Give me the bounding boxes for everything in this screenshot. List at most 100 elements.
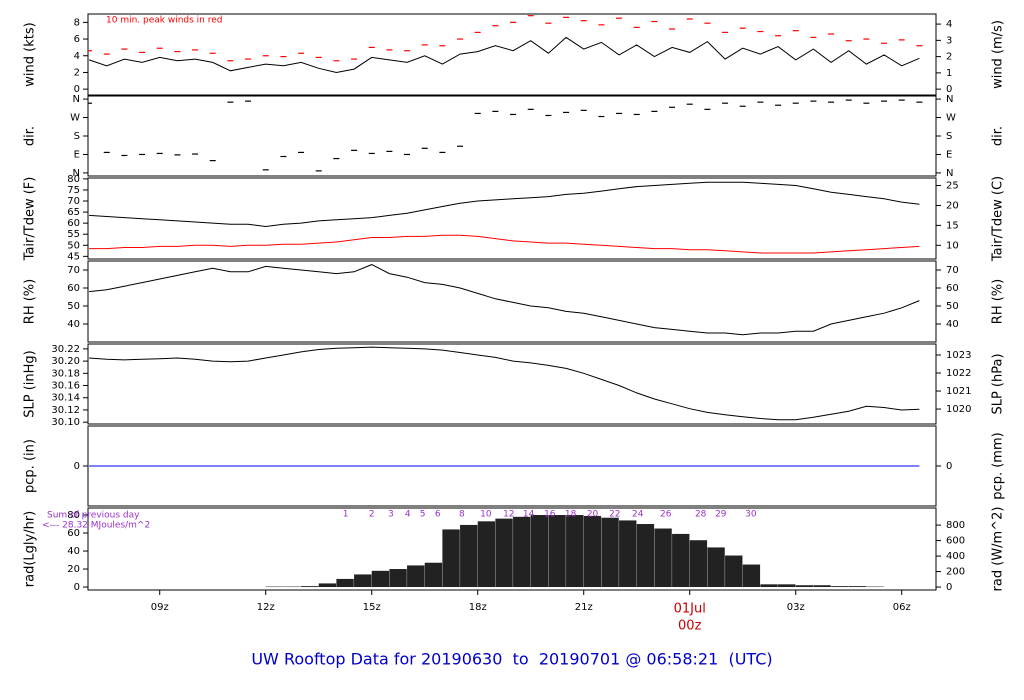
y-tick-label: 4: [74, 51, 80, 62]
y2-tick-label: 1020: [946, 404, 971, 415]
bar: [778, 584, 796, 588]
y2-axis-label: pcp. (mm): [991, 432, 1006, 499]
y-tick-label: N: [73, 94, 80, 105]
y-axis-label: rad(Lgly/hr): [23, 511, 38, 587]
panel-frame: [87, 177, 937, 260]
y-tick-label: 45: [67, 251, 80, 262]
y2-tick-label: 15: [946, 220, 959, 231]
y-axis-label: RH (%): [23, 279, 38, 324]
cumulative-label: 20: [587, 510, 599, 520]
y-tick-label: 30.18: [51, 368, 80, 379]
y-tick-label: 80: [67, 174, 80, 185]
bar: [707, 547, 725, 588]
x-date-label: 01Jul: [674, 602, 706, 617]
y-tick-label: W: [70, 113, 80, 124]
bar: [477, 521, 496, 588]
bar: [848, 586, 867, 588]
panel-frame: [87, 507, 937, 591]
x-tick-label: 09z: [151, 602, 169, 613]
y2-tick-label: 1023: [946, 350, 971, 361]
bar: [636, 524, 655, 588]
x-tick-label: 18z: [469, 602, 487, 613]
y2-axis-label: dir.: [991, 126, 1006, 146]
cumulative-label: 16: [544, 510, 556, 520]
y2-axis-label: wind (m/s): [991, 20, 1006, 89]
bar: [654, 528, 672, 588]
y-tick-label: E: [74, 149, 80, 160]
bar: [301, 586, 319, 588]
y2-tick-label: 200: [946, 567, 965, 578]
bar: [460, 524, 478, 588]
y2-tick-label: N: [946, 94, 953, 105]
cumulative-label: 12: [503, 510, 514, 520]
cumulative-label: 26: [660, 510, 672, 520]
y-tick-label: 40: [67, 319, 80, 330]
y2-tick-label: 20: [946, 200, 959, 211]
y2-tick-label: E: [946, 149, 952, 160]
y-tick-label: 20: [67, 564, 80, 575]
y2-tick-label: 400: [946, 551, 965, 562]
y2-tick-label: 1021: [946, 386, 971, 397]
y-tick-label: 0: [74, 582, 80, 593]
x-tick-label: 03z: [787, 602, 805, 613]
y-tick-label: 2: [74, 67, 80, 78]
bar: [424, 562, 443, 588]
cumulative-label: 30: [745, 510, 757, 520]
y-tick-label: 30.20: [51, 356, 80, 367]
bar: [513, 516, 531, 588]
y2-tick-label: 4: [946, 19, 952, 30]
line: [89, 234, 920, 254]
line: [89, 346, 920, 421]
bar: [548, 515, 566, 588]
cumulative-label: 1: [343, 510, 349, 520]
bar: [672, 533, 690, 588]
y2-tick-label: 10: [946, 240, 959, 251]
y2-tick-label: 40: [946, 319, 959, 330]
x-tick-label: 12z: [257, 602, 275, 613]
bar: [583, 515, 602, 588]
bar: [336, 578, 354, 588]
y2-tick-label: 600: [946, 536, 965, 547]
x-tick-label: 06z: [893, 602, 911, 613]
plot-area: [88, 15, 923, 74]
y-tick-label: 70: [67, 196, 80, 207]
x-tick-label: 15z: [363, 602, 381, 613]
bar: [619, 520, 637, 588]
panel-frame: [87, 260, 937, 343]
y-tick-label: 55: [67, 229, 80, 240]
line: [89, 264, 920, 336]
y2-axis-label: Tair/Tdew (C): [991, 176, 1006, 262]
bar: [689, 540, 708, 588]
y2-tick-label: 1022: [946, 368, 971, 379]
plot-area: [89, 264, 920, 336]
bar: [813, 585, 831, 588]
bar: [354, 574, 372, 588]
y2-tick-label: W: [946, 113, 956, 124]
plot-area: [89, 181, 920, 254]
y-axis-label: wind (kts): [23, 22, 38, 86]
y2-tick-label: S: [946, 131, 952, 142]
cumulative-label: 10: [480, 510, 492, 520]
y2-tick-label: 2: [946, 52, 952, 63]
cumulative-label: 8: [459, 510, 465, 520]
y-axis-label: pcp. (in): [23, 439, 38, 493]
panel-frame: [87, 95, 937, 177]
y2-tick-label: 70: [946, 265, 959, 276]
cumulative-label: 6: [435, 510, 441, 520]
plot-area: [89, 346, 920, 421]
plot-area: [265, 515, 884, 588]
y-tick-label: 60: [67, 283, 80, 294]
bar: [495, 518, 513, 588]
y-tick-label: 65: [67, 207, 80, 218]
y-tick-label: 60: [67, 218, 80, 229]
panel: 40 50 60 70 40 50 60 70 RH (%) RH (%): [23, 260, 1006, 343]
x-tick-label: 00z: [678, 619, 702, 634]
y-tick-label: N: [73, 168, 80, 179]
bar: [760, 584, 778, 588]
cumulative-label: 2: [369, 510, 375, 520]
